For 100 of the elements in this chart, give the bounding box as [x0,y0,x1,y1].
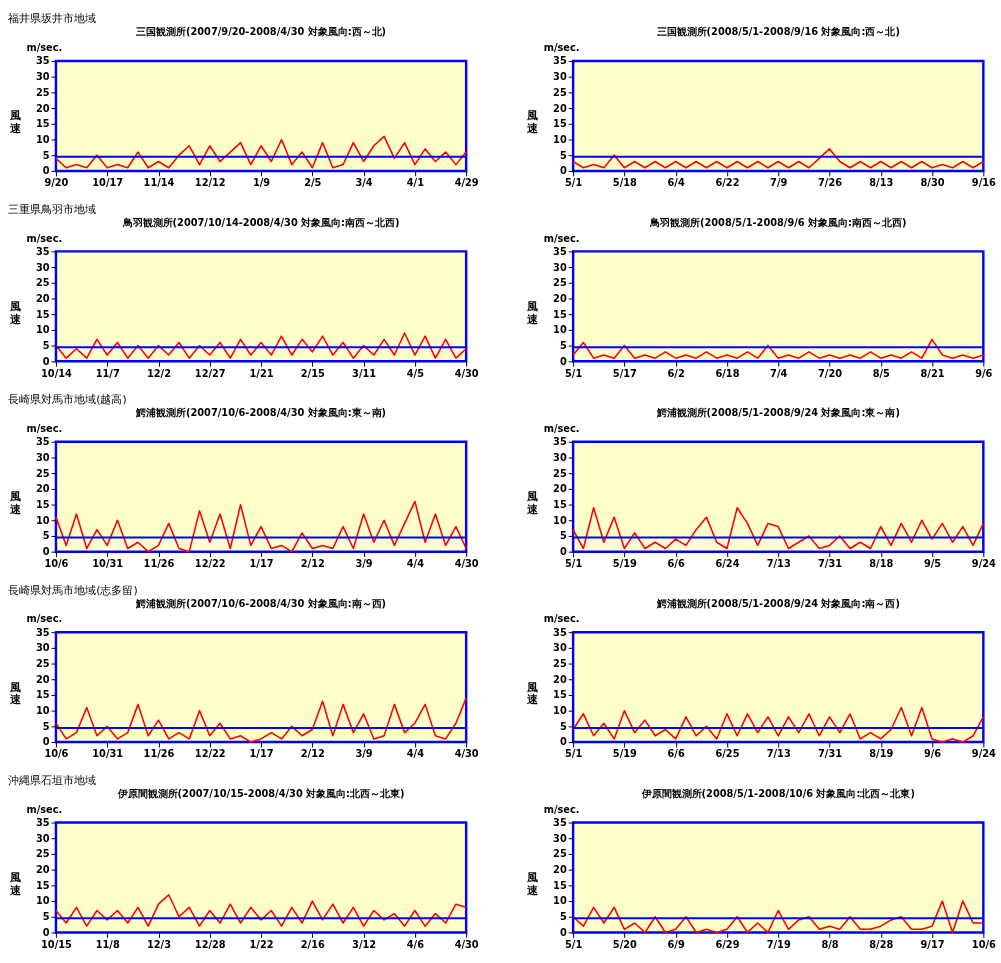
x-tick-label: 3/4 [355,177,373,189]
x-tick-label: 9/16 [971,177,997,189]
x-tick-label: 10/6 [44,557,69,569]
chart-title: 鳥羽観測所(2008/5/1-2008/9/6 対象風向:南西～北西) [648,216,907,228]
x-tick-label: 4/30 [454,938,479,950]
y-tick-label: 35 [553,436,567,448]
x-tick-label: 5/1 [565,177,583,189]
y-tick-label: 35 [35,626,50,638]
x-tick-label: 7/13 [766,748,791,760]
y-tick-label: 0 [559,355,567,367]
x-tick-label: 4/30 [454,748,479,760]
y-tick-label: 30 [35,261,50,273]
x-tick-label: 5/1 [565,938,583,950]
y-tick-label: 0 [559,165,567,177]
y-tick-label: 20 [553,673,567,685]
x-tick-label: 8/19 [869,748,894,760]
text: m/sec. [26,803,63,815]
y-tick-label: 25 [553,467,567,479]
y-tick-label: 30 [35,451,50,463]
x-tick-label: 10/14 [41,367,73,379]
x-tick-label: 4/6 [406,938,425,950]
y-tick-label: 15 [35,689,50,701]
x-tick-label: 8/13 [869,177,894,189]
x-tick-label: 6/18 [715,367,740,379]
line-series [55,500,467,553]
y-tick-label: 0 [559,736,567,748]
x-tick-label: 12/3 [146,938,172,950]
x-tick-label: 7/19 [766,938,791,950]
y-tick-label: 5 [559,340,567,352]
y-axis-title: 風速 [8,490,22,516]
x-tick-label: 4/30 [454,367,479,379]
y-axis-title: 風速 [525,299,539,326]
y-tick-label: 15 [553,308,567,320]
x-tick-label: 6/9 [667,938,685,950]
x-tick-label: 9/20 [44,177,69,189]
x-tick-label: 5/19 [612,748,638,760]
y-tick-label: 15 [553,689,567,701]
x-tick-label: 5/17 [612,367,638,379]
text: m/sec. [543,422,580,434]
y-axis-title: 風速 [8,680,22,707]
x-tick-label: 11/26 [143,557,175,569]
x-tick-label: 12/22 [194,748,226,760]
text: m/sec. [543,42,580,54]
x-tick-label: 6/25 [715,748,740,760]
x-tick-label: 1/9 [252,177,271,189]
line-series [572,900,985,934]
chart-title: 伊原間観測所(2008/5/1-2008/10/6 対象風向:北西～北東) [640,788,915,800]
x-tick-label: 10/6 [44,748,69,760]
text: m/sec. [26,422,63,434]
x-tick-label: 7/26 [817,177,843,189]
text: m/sec. [543,232,580,244]
y-tick-label: 30 [553,642,567,654]
x-tick-label: 5/1 [565,557,583,569]
y-tick-label: 20 [553,483,567,495]
x-tick-label: 1/22 [249,938,274,950]
y-tick-label: 5 [559,720,567,732]
y-tick-label: 30 [553,832,567,844]
x-tick-label: 5/1 [565,748,583,760]
y-tick-label: 0 [42,926,50,938]
x-tick-label: 11/7 [95,367,120,379]
y-axis-title: 風速 [525,680,539,707]
x-tick-label: 6/29 [715,938,740,950]
x-tick-label: 10/17 [92,177,124,189]
x-tick-label: 2/15 [300,367,326,379]
y-tick-label: 15 [35,879,50,891]
y-tick-label: 5 [42,149,50,161]
y-tick-label: 25 [35,86,50,98]
text: 長崎県対馬市地域(越高) [8,393,127,407]
y-tick-label: 20 [35,673,50,685]
line-series [572,706,985,743]
text: 三重県鳥羽市地域 [8,202,97,216]
text: m/sec. [543,613,580,625]
x-tick-label: 11/14 [143,177,175,189]
x-tick-label: 12/22 [194,557,226,569]
text: 長崎県対馬市地域(志多留) [8,583,138,597]
y-tick-label: 35 [553,816,567,828]
x-tick-label: 9/24 [971,557,997,569]
chart-title: 鰐浦観測所(2008/5/1-2008/9/24 対象風向:南～西) [655,597,900,609]
y-tick-label: 10 [553,895,567,907]
x-tick-label: 7/31 [817,557,843,569]
y-tick-label: 25 [35,657,50,669]
y-tick-label: 10 [35,324,50,336]
x-tick-label: 10/6 [971,938,997,950]
x-tick-label: 5/20 [612,938,638,950]
y-tick-label: 15 [35,499,50,511]
x-tick-label: 4/29 [454,177,479,189]
y-tick-label: 20 [35,864,50,876]
x-tick-label: 6/4 [667,177,685,189]
line-series [572,338,985,359]
text: 沖縄県石垣市地域 [8,774,97,788]
x-tick-label: 11/26 [143,748,175,760]
y-tick-label: 0 [42,546,50,558]
chart-title: 鰐浦観測所(2007/10/6-2008/4/30 対象風向:南～西) [134,597,387,609]
y-tick-label: 35 [553,55,567,67]
line-series [55,893,467,927]
y-tick-label: 30 [553,71,567,83]
x-tick-label: 7/13 [766,557,791,569]
text: 福井県坂井市地域 [8,12,97,26]
x-tick-label: 4/5 [406,367,425,379]
x-tick-label: 1/17 [249,557,274,569]
